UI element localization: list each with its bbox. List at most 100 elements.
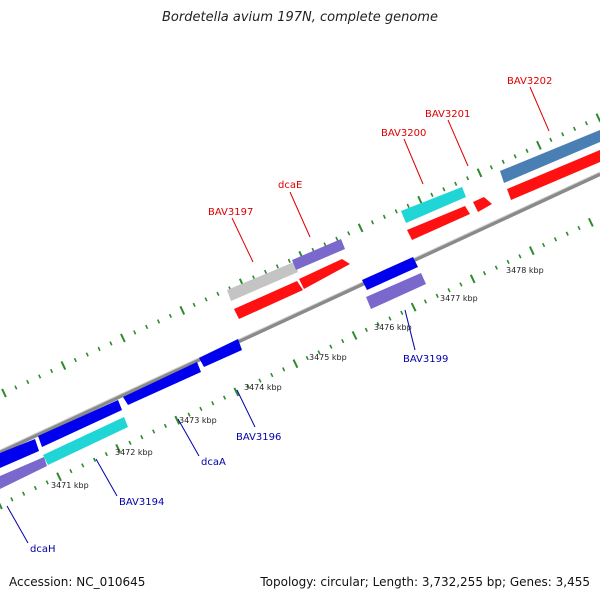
- scale-tick-top-minor: [406, 203, 410, 209]
- scale-tick-bottom-minor: [506, 259, 510, 265]
- gene-arrow-dcaE-purple[interactable]: [292, 239, 345, 270]
- scale-label-3477: 3477 kbp: [440, 294, 478, 303]
- gene-arrow-blue-2[interactable]: [38, 400, 122, 447]
- scale-tick-top-minor: [347, 231, 351, 236]
- gene-arrow-blue-bav3196[interactable]: [199, 339, 242, 367]
- gene-label-dcae[interactable]: dcaE: [278, 180, 302, 191]
- gene-arrow-blue-bav3199[interactable]: [362, 257, 418, 290]
- scale-tick-bottom-major: [233, 387, 240, 397]
- scale-tick-top-major: [60, 360, 67, 371]
- scale-tick-bottom-minor: [388, 316, 392, 321]
- scale-tick-bottom-minor: [305, 355, 309, 361]
- scale-tick-bottom-minor: [317, 350, 321, 355]
- leader-line-dcah: [6, 505, 29, 544]
- scale-tick-top-minor: [252, 275, 256, 280]
- scale-tick-top-major: [179, 305, 186, 315]
- scale-tick-bottom-minor: [104, 451, 108, 457]
- scale-tick-bottom-minor: [341, 338, 345, 344]
- gene-arrow-purple-bav3199[interactable]: [366, 273, 426, 309]
- scale-tick-bottom-major: [115, 443, 122, 453]
- scale-tick-bottom-minor: [553, 237, 558, 242]
- gene-label-bav3202[interactable]: BAV3202: [507, 76, 552, 87]
- genome-backbone-highlight: [0, 171, 600, 451]
- scale-tick-top-minor: [145, 324, 149, 330]
- scale-tick-top-minor: [156, 319, 161, 324]
- scale-tick-top-minor: [323, 242, 327, 247]
- leader-line-dcaa: [177, 418, 200, 457]
- scale-tick-top-minor: [204, 297, 208, 302]
- gene-label-dcaa[interactable]: dcaA: [201, 457, 226, 468]
- scale-tick-top-major: [1, 388, 7, 398]
- scale-tick-bottom-minor: [45, 480, 49, 485]
- gene-arrow-blue-dcaA[interactable]: [123, 362, 201, 405]
- scale-tick-bottom-minor: [140, 435, 144, 440]
- scale-tick-bottom-minor: [258, 378, 262, 383]
- gene-label-bav3199[interactable]: BAV3199: [403, 354, 448, 365]
- scale-tick-bottom-minor: [92, 457, 97, 462]
- scale-tick-top-minor: [335, 236, 339, 242]
- scale-tick-bottom-minor: [447, 288, 451, 293]
- scale-tick-top-major: [120, 333, 126, 343]
- scale-tick-bottom-minor: [270, 372, 274, 378]
- gene-arrow-red-1[interactable]: [234, 281, 303, 319]
- scale-tick-bottom-minor: [152, 429, 156, 434]
- scale-tick-bottom-minor: [187, 412, 191, 417]
- accession-text: Accession: NC_010645: [9, 575, 146, 589]
- scale-tick-bottom-minor: [364, 327, 368, 332]
- scale-tick-top-minor: [370, 220, 375, 225]
- scale-tick-top-minor: [561, 132, 565, 137]
- scale-tick-bottom-major: [587, 217, 594, 227]
- scale-tick-top-minor: [287, 258, 291, 264]
- gene-label-bav3197[interactable]: BAV3197: [208, 207, 253, 218]
- scale-tick-top-minor: [501, 159, 505, 164]
- scale-tick-bottom-minor: [577, 225, 581, 231]
- scale-tick-bottom-major: [528, 246, 535, 256]
- scale-tick-top-minor: [442, 187, 446, 192]
- scale-tick-top-minor: [275, 264, 279, 269]
- genome-backbone: [0, 172, 600, 454]
- scale-tick-top-minor: [14, 385, 18, 390]
- scale-tick-top-minor: [263, 269, 268, 275]
- scale-tick-bottom-minor: [435, 293, 439, 299]
- gene-arrow-cyan-bav3200[interactable]: [401, 187, 466, 223]
- gene-arrow-steelblue-bav3202[interactable]: [500, 130, 600, 183]
- gene-label-bav3200[interactable]: BAV3200: [381, 128, 426, 139]
- scale-label-3473: 3473 kbp: [179, 416, 217, 425]
- scale-tick-bottom-minor: [423, 299, 428, 304]
- genome-summary-text: Topology: circular; Length: 3,732,255 bp…: [260, 575, 590, 589]
- scale-tick-bottom-minor: [376, 321, 380, 327]
- leader-line-bav3196: [236, 389, 256, 428]
- gene-arrow-blue-dcaH[interactable]: [0, 439, 39, 468]
- genome-title: Bordetella avium 197N, complete genome: [162, 10, 438, 25]
- gene-arrow-purple-dcaH[interactable]: [0, 457, 47, 489]
- scale-tick-bottom-minor: [246, 384, 250, 389]
- gene-arrow-red-bav3201[interactable]: [473, 197, 492, 212]
- gene-label-bav3194[interactable]: BAV3194: [119, 497, 164, 508]
- scale-tick-top-minor: [382, 214, 386, 220]
- scale-tick-top-minor: [49, 368, 54, 374]
- scale-tick-top-major: [595, 113, 600, 123]
- scale-tick-bottom-major: [174, 415, 181, 425]
- scale-tick-top-minor: [109, 341, 113, 346]
- gene-label-bav3196[interactable]: BAV3196: [236, 432, 281, 443]
- gene-arrow-red-bav3200[interactable]: [407, 206, 470, 240]
- gene-label-dcah[interactable]: dcaH: [30, 544, 56, 555]
- gene-arrow-red-2[interactable]: [299, 259, 350, 289]
- leader-line-dcae: [289, 191, 311, 238]
- scale-label-3478: 3478 kbp: [506, 266, 544, 275]
- scale-tick-top-minor: [430, 192, 434, 197]
- scale-tick-top-minor: [572, 126, 577, 131]
- leader-line-bav3194: [95, 458, 118, 497]
- gene-label-bav3201[interactable]: BAV3201: [425, 109, 470, 120]
- gene-arrow-grey[interactable]: [227, 262, 298, 301]
- scale-tick-bottom-minor: [494, 265, 498, 270]
- scale-tick-top-minor: [38, 374, 42, 379]
- scale-tick-top-minor: [73, 357, 77, 363]
- gene-arrow-cyan-bav3194[interactable]: [43, 417, 128, 465]
- scale-tick-bottom-major: [469, 274, 476, 284]
- scale-tick-bottom-minor: [400, 310, 404, 315]
- gene-arrow-red-bav3202[interactable]: [507, 150, 600, 200]
- scale-tick-bottom-minor: [282, 367, 286, 372]
- scale-tick-top-minor: [168, 313, 173, 319]
